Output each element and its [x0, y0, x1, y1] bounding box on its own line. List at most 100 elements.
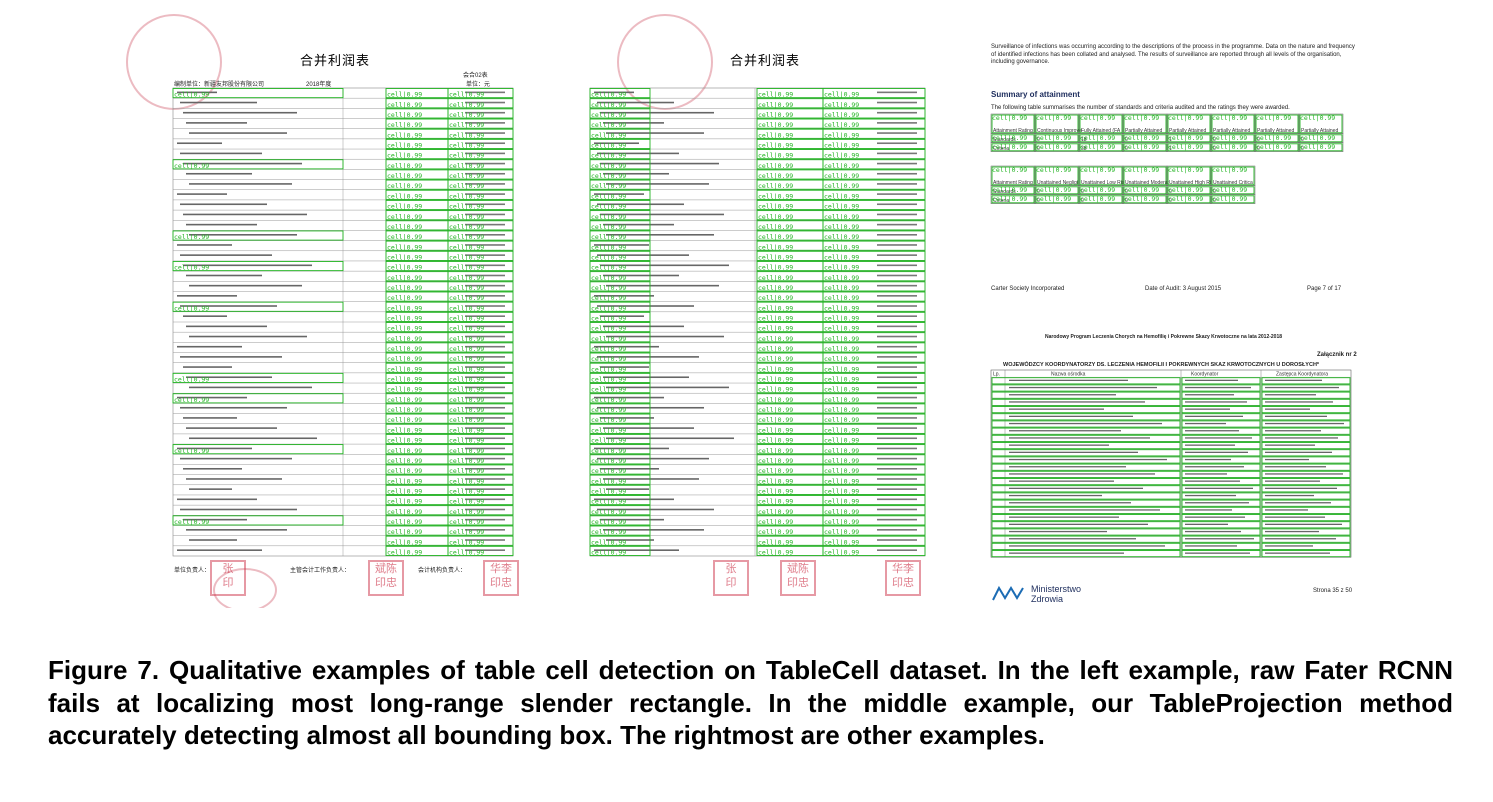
seal-mid-top — [617, 14, 713, 110]
detection-box — [822, 88, 926, 99]
detection-box — [991, 406, 1181, 414]
detection-box — [589, 545, 651, 556]
detection-label: cell|0.99 — [591, 528, 626, 536]
detection-label: cell|0.99 — [824, 243, 859, 251]
detection-box — [1299, 143, 1343, 152]
cell-text: 1 — [1169, 146, 1172, 152]
detection-box — [447, 484, 514, 495]
cell-text: 0 — [1213, 146, 1216, 152]
detection-label: cell|0.99 — [591, 172, 626, 180]
detection-label: cell|0.99 — [591, 304, 626, 312]
right-annex: Załącznik nr 2 — [1317, 352, 1357, 358]
detection-box — [822, 199, 926, 211]
detection-box — [1181, 406, 1261, 414]
detection-label: cell|0.99 — [992, 134, 1027, 142]
left-doc-period: 2018年度 — [306, 82, 332, 88]
detection-label: cell|0.99 — [387, 467, 422, 475]
detection-box — [822, 159, 926, 170]
detection-box — [1079, 186, 1123, 195]
detection-box — [991, 521, 1181, 529]
detection-box — [172, 393, 344, 404]
detection-label: cell|0.99 — [387, 426, 422, 434]
detection-box — [822, 535, 926, 546]
detection-label: cell|0.99 — [758, 294, 793, 302]
detection-label: cell|0.99 — [591, 345, 626, 353]
detection-label: cell|0.99 — [1256, 134, 1291, 142]
cell-text: 1 — [1169, 137, 1172, 143]
stamp-mid-1: 张印 — [713, 560, 749, 596]
detection-box — [991, 384, 1181, 392]
detection-box — [589, 352, 651, 363]
ministry-logo-line2: Zdrowia — [1031, 594, 1064, 604]
detection-box — [447, 149, 514, 160]
detection-label: cell|0.99 — [824, 365, 859, 373]
detection-box — [1181, 442, 1261, 450]
detection-box — [447, 393, 514, 404]
detection-box — [1181, 506, 1261, 514]
detection-label: cell|0.99 — [1080, 195, 1115, 203]
right-footer-left: Carter Society Incorporated — [991, 286, 1065, 292]
detection-label: cell|0.99 — [591, 376, 626, 384]
detection-label: cell|0.99 — [1080, 134, 1115, 142]
detection-label: cell|0.99 — [758, 467, 793, 475]
left-sig-3: 会计机构负责人： — [418, 568, 467, 574]
cell-text: Unattained Negligi — [1037, 180, 1078, 186]
detection-box — [1181, 499, 1261, 507]
cell-text: Criteria — [993, 198, 1009, 204]
detection-label: cell|0.99 — [387, 355, 422, 363]
detection-box — [991, 420, 1181, 428]
detection-label: cell|0.99 — [758, 528, 793, 536]
detection-box — [822, 342, 926, 353]
detection-label: cell|0.99 — [824, 101, 859, 109]
detection-box — [1079, 114, 1123, 134]
detection-box — [1181, 413, 1261, 421]
cell-text: 0 — [1257, 137, 1260, 143]
detection-label: cell|0.99 — [758, 355, 793, 363]
detection-box — [991, 514, 1181, 522]
detection-box — [589, 159, 651, 170]
detection-label: cell|0.99 — [758, 274, 793, 282]
detection-box — [589, 138, 651, 149]
detection-label: cell|0.99 — [449, 416, 484, 424]
detection-label: cell|0.99 — [758, 396, 793, 404]
detection-box — [447, 332, 514, 343]
detection-label: cell|0.99 — [449, 243, 484, 251]
detection-label: cell|0.99 — [824, 467, 859, 475]
detection-label: cell|0.99 — [387, 376, 422, 384]
detection-box — [447, 88, 514, 99]
detection-box — [1211, 134, 1255, 143]
detection-label: cell|0.99 — [387, 253, 422, 261]
detection-label: cell|0.99 — [591, 284, 626, 292]
detection-label: cell|0.99 — [591, 549, 626, 557]
detection-box — [447, 179, 514, 190]
detection-label: cell|0.99 — [591, 406, 626, 414]
detection-label: cell|0.99 — [387, 213, 422, 221]
detection-box — [1181, 542, 1261, 550]
detection-box — [822, 149, 926, 160]
detection-box — [447, 199, 514, 211]
detection-label: cell|0.99 — [824, 294, 859, 302]
detection-box — [1123, 114, 1167, 134]
detection-box — [822, 423, 926, 434]
detection-box — [1299, 114, 1343, 134]
detection-label: cell|0.99 — [824, 182, 859, 190]
detection-label: cell|0.99 — [449, 182, 484, 190]
detection-label: cell|0.99 — [758, 243, 793, 251]
detection-box — [1181, 514, 1261, 522]
right-footer-right: Page 7 of 17 — [1307, 286, 1342, 292]
detection-label: cell|0.99 — [758, 457, 793, 465]
detection-label: cell|0.99 — [758, 121, 793, 129]
detection-box — [1167, 143, 1211, 152]
detection-box — [589, 484, 651, 495]
detection-label: cell|0.99 — [387, 91, 422, 99]
detection-label: cell|0.99 — [758, 91, 793, 99]
cell-text: Attainment Rating — [993, 128, 1033, 134]
detection-label: cell|0.99 — [758, 538, 793, 546]
detection-box — [822, 230, 926, 241]
detection-label: cell|0.99 — [824, 274, 859, 282]
detection-box — [991, 449, 1181, 457]
detection-label: cell|0.99 — [992, 186, 1027, 194]
cell-text: 0 — [1257, 146, 1260, 152]
detection-label: cell|0.99 — [387, 121, 422, 129]
detection-label: cell|0.99 — [758, 182, 793, 190]
